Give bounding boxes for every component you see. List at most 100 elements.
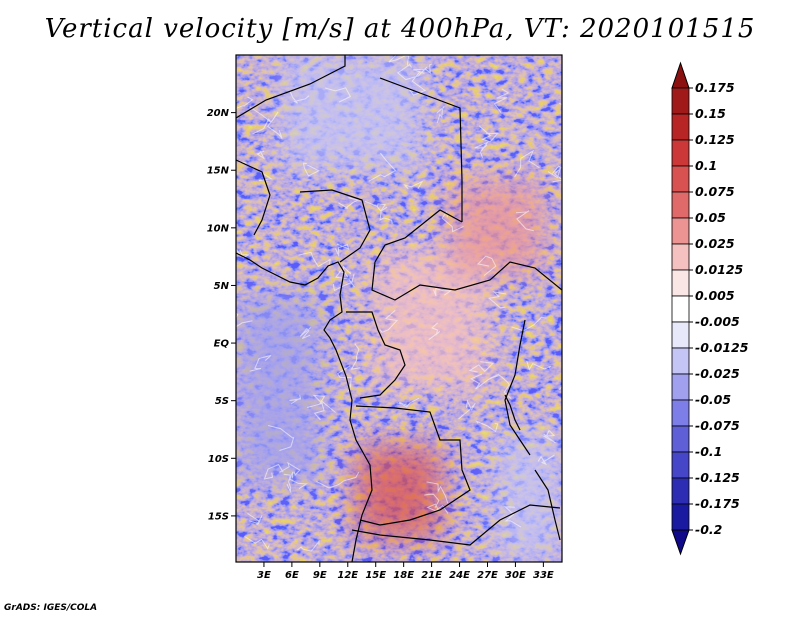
contour-line bbox=[296, 539, 320, 552]
contour-line bbox=[332, 273, 355, 292]
contour-line bbox=[396, 63, 428, 81]
contour-line bbox=[316, 472, 360, 489]
colorbar-box bbox=[671, 113, 690, 141]
border-libya-egypt bbox=[379, 77, 463, 222]
y-tick-label: 10N bbox=[207, 223, 230, 234]
x-tick-label: 12E bbox=[337, 570, 358, 581]
contour-line bbox=[249, 106, 272, 135]
contour-line bbox=[379, 310, 399, 333]
contour-line bbox=[478, 125, 499, 143]
contour-line bbox=[424, 493, 440, 508]
x-tick-label: 21E bbox=[421, 570, 442, 581]
x-tick-label: 15E bbox=[365, 570, 386, 581]
colorbar-label: 0.05 bbox=[695, 210, 726, 225]
contour-line bbox=[335, 243, 350, 257]
border-angola bbox=[355, 405, 471, 526]
contour-line bbox=[388, 55, 410, 66]
field-layer bbox=[236, 55, 562, 562]
colorbar-box bbox=[671, 477, 690, 505]
colorbar-label: -0.005 bbox=[695, 314, 740, 329]
y-tick-label: 15N bbox=[207, 166, 230, 177]
x-tick-label: 30E bbox=[505, 570, 526, 581]
contour-line bbox=[377, 206, 393, 225]
contour-line bbox=[267, 425, 295, 451]
colorbar-box bbox=[671, 451, 690, 479]
contour-line bbox=[279, 461, 301, 476]
contour-line bbox=[266, 111, 283, 139]
contour-line bbox=[403, 180, 424, 190]
border-sahara bbox=[236, 55, 346, 119]
colorbar-box bbox=[671, 321, 690, 349]
region-angola bbox=[357, 446, 441, 539]
contour-line bbox=[249, 354, 272, 372]
colorbar-label: 0.075 bbox=[695, 184, 735, 199]
contour-line bbox=[551, 165, 562, 174]
contour-line bbox=[313, 399, 336, 421]
chart-title: Vertical velocity [m/s] at 400hPa, VT: 2… bbox=[44, 14, 756, 44]
colorbar-label: -0.05 bbox=[695, 392, 731, 407]
contour-line bbox=[559, 102, 562, 106]
border-car bbox=[371, 261, 562, 301]
y-tick-label: 10S bbox=[208, 454, 229, 465]
contour-line bbox=[474, 141, 489, 158]
contour-line bbox=[302, 162, 320, 177]
contour-line bbox=[490, 374, 512, 400]
contour-line bbox=[263, 463, 284, 480]
contour-line bbox=[458, 399, 476, 420]
contour-line bbox=[436, 106, 445, 124]
contour-line bbox=[368, 152, 397, 182]
colorbar-box bbox=[671, 295, 690, 323]
border-chad-sudan bbox=[374, 209, 463, 263]
colorbar-label: -0.175 bbox=[695, 496, 740, 511]
colorbar-box bbox=[671, 139, 690, 167]
border-lake bbox=[504, 394, 521, 431]
border-se bbox=[534, 469, 561, 541]
contour-line bbox=[247, 512, 263, 526]
region-gulf-of-guinea-ocean bbox=[236, 296, 320, 482]
contour-line bbox=[441, 210, 464, 233]
contour-line bbox=[511, 316, 547, 332]
region-sudan bbox=[450, 181, 544, 274]
contour-line bbox=[542, 429, 556, 444]
colorbar-box bbox=[671, 373, 690, 401]
contour-line bbox=[299, 327, 312, 340]
contour-line bbox=[350, 343, 361, 370]
country-borders bbox=[236, 55, 562, 562]
border-west bbox=[236, 159, 271, 236]
y-tick-label: 15S bbox=[208, 511, 229, 522]
border-nigeria bbox=[299, 189, 371, 263]
colorbar-max-triangle bbox=[671, 61, 690, 89]
contour-line bbox=[476, 255, 497, 276]
contour-line bbox=[503, 506, 522, 528]
colorbar-label: -0.0125 bbox=[695, 340, 749, 355]
colorbar-label: -0.1 bbox=[695, 444, 722, 459]
y-tick-label: 5N bbox=[214, 281, 230, 292]
x-tick-label: 6E bbox=[285, 570, 299, 581]
colorbar-min-triangle bbox=[671, 529, 690, 556]
colorbar-label: -0.025 bbox=[695, 366, 740, 381]
colorbar-label: 0.15 bbox=[695, 106, 726, 121]
colorbar-box bbox=[671, 191, 690, 219]
y-tick-label: 20N bbox=[207, 108, 230, 119]
colorbar-label: 0.175 bbox=[695, 80, 735, 95]
x-tick-label: 24E bbox=[449, 570, 470, 581]
contour-line bbox=[298, 251, 331, 268]
colorbar-label: 0.1 bbox=[695, 158, 717, 173]
colorbar-label: -0.2 bbox=[695, 522, 722, 537]
colorbar-box bbox=[671, 399, 690, 427]
contour-line bbox=[283, 473, 292, 494]
contour-line bbox=[396, 397, 420, 408]
colorbar-label: 0.005 bbox=[695, 288, 735, 303]
contour-line bbox=[338, 197, 360, 209]
colorbar: 0.175 0.15 0.125 0.1 0.075 0.05 0.025 0.0125 0.0… bbox=[671, 61, 749, 556]
colorbar-box bbox=[671, 347, 690, 375]
contour-line bbox=[488, 291, 507, 309]
x-tick-label: 3E bbox=[257, 570, 271, 581]
x-tick-label: 27E bbox=[477, 570, 498, 581]
colorbar-label: -0.075 bbox=[695, 418, 740, 433]
colorbar-box bbox=[671, 87, 690, 115]
colorbar-box bbox=[671, 269, 690, 297]
contour-line bbox=[515, 210, 535, 232]
colorbar-label: 0.125 bbox=[695, 132, 735, 147]
colorbar-label: -0.125 bbox=[695, 470, 740, 485]
